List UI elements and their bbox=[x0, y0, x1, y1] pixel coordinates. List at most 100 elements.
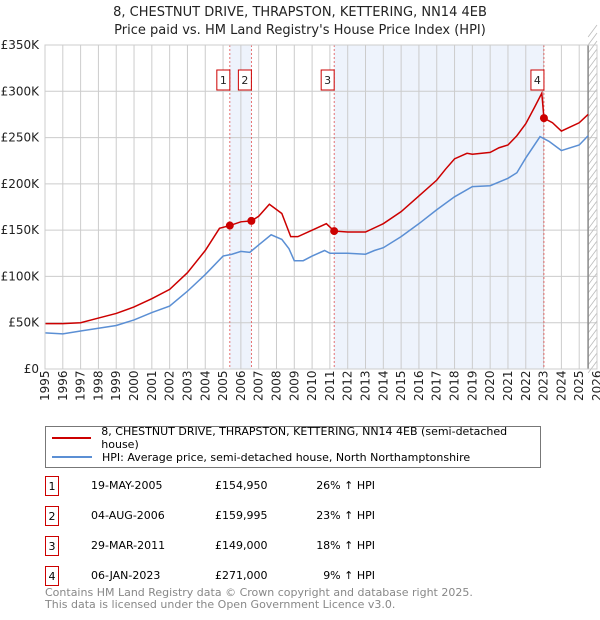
hatch-line bbox=[587, 104, 598, 118]
hatch-line bbox=[587, 256, 598, 270]
hatch-line bbox=[587, 96, 598, 110]
hatch-line bbox=[587, 352, 598, 366]
hatch-line bbox=[587, 216, 598, 230]
hatch-line bbox=[587, 200, 598, 214]
table-row: 2 04-AUG-2006 £159,995 23% ↑ HPI bbox=[45, 506, 445, 526]
legend-item-hpi: HPI: Average price, semi-detached house,… bbox=[52, 449, 470, 465]
hatch-line bbox=[587, 152, 598, 166]
series-line bbox=[44, 135, 589, 335]
sale-label-box bbox=[320, 69, 335, 91]
table-row: 3 29-MAR-2011 £149,000 18% ↑ HPI bbox=[45, 536, 445, 556]
sale-price: £154,950 bbox=[215, 479, 268, 492]
x-tick-label: 2022 bbox=[519, 370, 533, 401]
sale-point bbox=[247, 216, 256, 225]
x-tick-label: 2019 bbox=[465, 370, 479, 401]
x-tick-label: 2011 bbox=[323, 370, 337, 401]
hatch-line bbox=[587, 288, 598, 302]
sale-date: 06-JAN-2023 bbox=[91, 569, 161, 582]
sale-label: 3 bbox=[324, 74, 331, 87]
x-tick-label: 2017 bbox=[430, 370, 444, 401]
x-tick-label: 2023 bbox=[537, 370, 551, 401]
x-tick-label: 2026 bbox=[590, 370, 600, 401]
y-tick-label: £50K bbox=[8, 316, 40, 330]
hatch-line bbox=[587, 344, 598, 358]
x-tick-label: 2020 bbox=[483, 370, 497, 401]
sale-number: 3 bbox=[45, 536, 59, 556]
sale-price: £149,000 bbox=[215, 539, 268, 552]
hatch-line bbox=[587, 336, 598, 350]
x-tick-label: 2003 bbox=[180, 370, 194, 401]
sale-label: 2 bbox=[241, 74, 248, 87]
hatch-line bbox=[587, 184, 598, 198]
x-tick-label: 2016 bbox=[412, 370, 426, 401]
y-tick-label: £100K bbox=[1, 269, 41, 283]
sale-label: 1 bbox=[220, 74, 227, 87]
sale-hpi-delta: 26% ↑ HPI bbox=[316, 479, 375, 492]
sale-label-box bbox=[216, 69, 231, 91]
shaded-region bbox=[334, 45, 544, 369]
sale-label: 4 bbox=[534, 74, 541, 87]
sale-number: 2 bbox=[45, 506, 59, 526]
x-tick-label: 2010 bbox=[305, 370, 319, 401]
hatch-line bbox=[587, 136, 598, 150]
hatch-line bbox=[587, 48, 598, 62]
footer-copyright: Contains HM Land Registry data © Crown c… bbox=[45, 586, 473, 599]
sale-point bbox=[225, 221, 234, 230]
hatch-line bbox=[587, 24, 598, 38]
hatch-line bbox=[587, 360, 598, 374]
x-tick-label: 2015 bbox=[394, 370, 408, 401]
hatch-line bbox=[587, 112, 598, 126]
sale-hpi-delta: 9% ↑ HPI bbox=[323, 569, 375, 582]
x-tick-label: 2006 bbox=[234, 370, 248, 401]
y-tick-label: £150K bbox=[1, 223, 41, 237]
x-tick-label: 2001 bbox=[145, 370, 159, 401]
x-tick-label: 2013 bbox=[359, 370, 373, 401]
hatch-line bbox=[587, 296, 598, 310]
x-tick-label: 2008 bbox=[269, 370, 283, 401]
plot-border bbox=[44, 44, 598, 370]
hatch-line bbox=[587, 224, 598, 238]
x-tick-label: 2025 bbox=[572, 370, 586, 401]
hatch-line bbox=[587, 64, 598, 78]
hatch-line bbox=[587, 280, 598, 294]
hatch-line bbox=[587, 144, 598, 158]
hatch-line bbox=[587, 88, 598, 102]
chart-title: 8, CHESTNUT DRIVE, THRAPSTON, KETTERING,… bbox=[113, 5, 487, 20]
plot-area: 1995 1996 1997 1998 1999 2000 2001 2002 2003 2004… bbox=[1, 24, 600, 401]
sale-date: 29-MAR-2011 bbox=[91, 539, 166, 552]
sale-label-box bbox=[237, 69, 252, 91]
x-tick-label: 2007 bbox=[252, 370, 266, 401]
y-tick-label: £0 bbox=[24, 362, 39, 376]
sale-date: 04-AUG-2006 bbox=[91, 509, 165, 522]
footer-licence: This data is licensed under the Open Gov… bbox=[45, 598, 396, 611]
hatch-line bbox=[587, 56, 598, 70]
legend-swatch-blue bbox=[52, 456, 92, 458]
hatch-line bbox=[587, 40, 598, 54]
x-tick-label: 1997 bbox=[74, 370, 88, 401]
y-tick-label: £350K bbox=[1, 38, 41, 52]
chart-subtitle: Price paid vs. HM Land Registry's House … bbox=[114, 23, 486, 38]
x-tick-label: 1998 bbox=[91, 370, 105, 401]
y-tick-label: £250K bbox=[1, 131, 41, 145]
table-row: 1 19-MAY-2005 £154,950 26% ↑ HPI bbox=[45, 476, 445, 496]
legend-swatch-red bbox=[52, 437, 92, 439]
sale-label-box bbox=[530, 69, 545, 91]
legend-label: 8, CHESTNUT DRIVE, THRAPSTON, KETTERING,… bbox=[101, 425, 508, 451]
sale-hpi-delta: 18% ↑ HPI bbox=[316, 539, 375, 552]
legend-label: HPI: Average price, semi-detached house,… bbox=[102, 450, 471, 464]
hatch-line bbox=[587, 312, 598, 326]
hatch-line bbox=[587, 304, 598, 318]
hatch-line bbox=[587, 328, 598, 342]
legend: 8, CHESTNUT DRIVE, THRAPSTON, KETTERING,… bbox=[45, 425, 541, 468]
hatch-line bbox=[587, 80, 598, 94]
sale-price: £159,995 bbox=[215, 509, 268, 522]
hatch-line bbox=[587, 32, 598, 46]
hatch-line bbox=[587, 240, 598, 254]
sale-price: £271,000 bbox=[215, 569, 268, 582]
hatch-line bbox=[587, 120, 598, 134]
x-tick-label: 2000 bbox=[127, 370, 141, 401]
hatch-line bbox=[587, 320, 598, 334]
table-row: 4 06-JAN-2023 £271,000 9% ↑ HPI bbox=[45, 566, 445, 586]
hatch-line bbox=[587, 232, 598, 246]
